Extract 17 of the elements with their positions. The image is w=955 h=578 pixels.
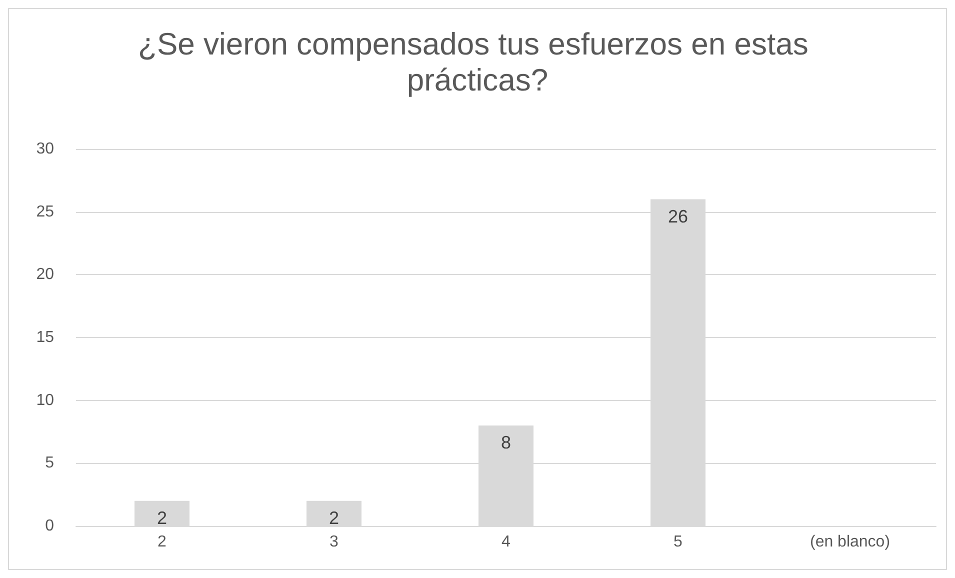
data-label: 2	[156, 508, 168, 528]
data-label: 8	[500, 432, 512, 452]
y-tick-label: 20	[36, 266, 54, 284]
x-tick-label: 2	[158, 534, 167, 550]
y-tick-label: 10	[36, 392, 54, 409]
x-tick-label: (en blanco)	[810, 534, 890, 550]
y-tick-label: 0	[45, 518, 54, 534]
data-label: 2	[328, 508, 340, 528]
y-tick-label: 5	[45, 454, 54, 472]
data-label: 26	[668, 206, 688, 226]
x-tick-label: 4	[502, 534, 511, 550]
chart-title: ¿Se vieron compensados tus esfuerzos en estas prácticas?	[138, 26, 817, 98]
x-tick-label: 5	[674, 534, 683, 550]
y-tick-label: 25	[36, 203, 54, 220]
y-tick-label: 15	[36, 329, 54, 346]
x-tick-label: 3	[330, 534, 339, 550]
y-tick-label: 30	[36, 140, 54, 158]
